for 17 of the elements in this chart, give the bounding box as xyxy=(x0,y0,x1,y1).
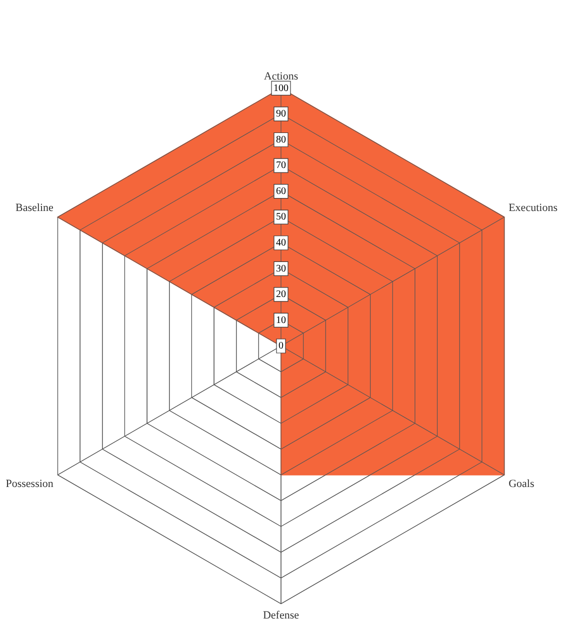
y-tick-label: 100 xyxy=(274,82,288,94)
y-tick-label: 90 xyxy=(276,108,286,120)
spoke-label: Goals xyxy=(508,478,534,490)
spoke-label: Baseline xyxy=(16,202,54,214)
spoke-label: Executions xyxy=(508,202,558,214)
y-tick-label: 60 xyxy=(276,186,286,197)
spoke-label: Actions xyxy=(264,70,298,82)
spoke-label: Defense xyxy=(262,609,300,622)
y-tick-label: 80 xyxy=(276,134,286,146)
y-tick-label: 40 xyxy=(276,238,286,249)
y-tick-label: 70 xyxy=(276,160,286,172)
y-tick-label: 10 xyxy=(276,314,286,326)
spoke-label: Possession xyxy=(6,478,54,490)
y-tick-label: 30 xyxy=(276,263,286,274)
y-tick-label: 0 xyxy=(278,340,284,352)
y-tick-label: 20 xyxy=(276,289,286,300)
y-tick-label: 50 xyxy=(276,212,286,223)
